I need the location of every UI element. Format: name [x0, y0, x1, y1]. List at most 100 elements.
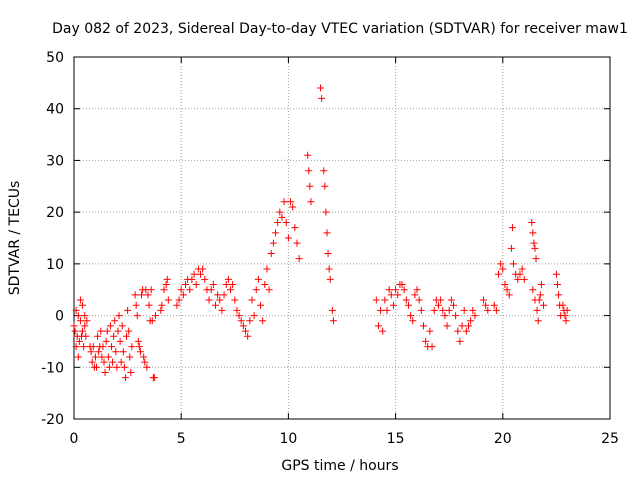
- data-point: [561, 312, 569, 320]
- data-point: [381, 296, 389, 304]
- data-point: [81, 312, 89, 320]
- data-point: [250, 312, 258, 320]
- data-point: [529, 229, 537, 237]
- data-point: [101, 368, 109, 376]
- data-point: [531, 244, 539, 252]
- data-point: [307, 198, 315, 206]
- data-point: [499, 265, 507, 273]
- data-point: [199, 265, 207, 273]
- data-point: [456, 337, 464, 345]
- data-point: [120, 363, 128, 371]
- y-tick-label: 50: [46, 50, 64, 66]
- x-tick-label: 15: [387, 431, 405, 447]
- data-point: [112, 348, 120, 356]
- data-point: [274, 218, 282, 226]
- data-point: [181, 281, 189, 289]
- data-point: [177, 286, 185, 294]
- data-point: [520, 275, 528, 283]
- data-point: [224, 275, 232, 283]
- y-tick-label: 20: [46, 205, 64, 221]
- data-point: [72, 343, 80, 351]
- data-point: [540, 301, 548, 309]
- data-point: [528, 218, 536, 226]
- data-point: [536, 291, 544, 299]
- data-point: [239, 322, 247, 330]
- data-point: [117, 358, 125, 366]
- data-point: [100, 358, 108, 366]
- y-axis-ticks: -20 -10 0 10 20 30 40 50: [41, 50, 610, 428]
- data-point: [190, 270, 198, 278]
- data-point: [430, 306, 438, 314]
- data-point: [105, 363, 113, 371]
- data-point: [280, 198, 288, 206]
- data-point: [383, 306, 391, 314]
- data-point: [516, 270, 524, 278]
- data-point: [254, 275, 262, 283]
- data-point: [387, 291, 395, 299]
- data-point: [216, 296, 224, 304]
- data-point: [136, 348, 144, 356]
- data-point: [157, 306, 165, 314]
- data-point: [163, 275, 171, 283]
- data-point: [505, 291, 513, 299]
- data-point: [227, 286, 235, 294]
- data-point: [287, 198, 295, 206]
- data-point: [124, 306, 132, 314]
- data-point: [76, 296, 84, 304]
- data-point: [188, 275, 196, 283]
- data-point: [118, 322, 126, 330]
- data-point: [464, 322, 472, 330]
- data-point: [246, 317, 254, 325]
- data-point: [398, 281, 406, 289]
- data-point: [533, 306, 541, 314]
- data-point: [445, 306, 453, 314]
- data-point: [518, 265, 526, 273]
- data-point: [324, 250, 332, 258]
- data-point: [116, 337, 124, 345]
- data-point: [385, 286, 393, 294]
- data-point: [252, 286, 260, 294]
- data-point: [467, 317, 475, 325]
- data-point: [534, 317, 542, 325]
- data-point: [454, 327, 462, 335]
- data-point: [141, 358, 149, 366]
- data-point: [320, 167, 328, 175]
- data-point: [562, 317, 570, 325]
- data-point: [389, 301, 397, 309]
- data-point: [201, 275, 209, 283]
- data-point: [417, 306, 425, 314]
- x-tick-label: 25: [601, 431, 619, 447]
- data-point: [248, 296, 256, 304]
- data-point: [559, 301, 567, 309]
- data-point: [295, 255, 303, 263]
- data-point: [93, 363, 101, 371]
- data-point: [104, 353, 112, 361]
- data-point: [328, 306, 336, 314]
- data-point: [289, 203, 297, 211]
- data-point: [510, 260, 518, 268]
- data-point: [419, 322, 427, 330]
- data-point: [291, 224, 299, 232]
- data-point: [128, 343, 136, 351]
- data-point: [111, 317, 119, 325]
- data-point: [74, 312, 82, 320]
- data-point: [437, 296, 445, 304]
- data-point: [119, 348, 127, 356]
- data-point: [321, 182, 329, 190]
- data-point: [103, 327, 111, 335]
- data-point: [76, 317, 84, 325]
- data-point: [114, 327, 122, 335]
- data-point: [495, 270, 503, 278]
- data-point: [471, 312, 479, 320]
- y-tick-label: 30: [46, 153, 64, 169]
- data-point: [261, 281, 269, 289]
- y-tick-label: 10: [46, 257, 64, 273]
- x-axis-ticks: 0 5 10 15 20 25: [70, 57, 619, 447]
- data-point: [99, 343, 107, 351]
- data-point: [207, 286, 215, 294]
- data-point: [392, 286, 400, 294]
- data-point: [81, 322, 89, 330]
- data-point: [259, 317, 267, 325]
- data-point: [422, 337, 430, 345]
- x-tick-label: 5: [177, 431, 186, 447]
